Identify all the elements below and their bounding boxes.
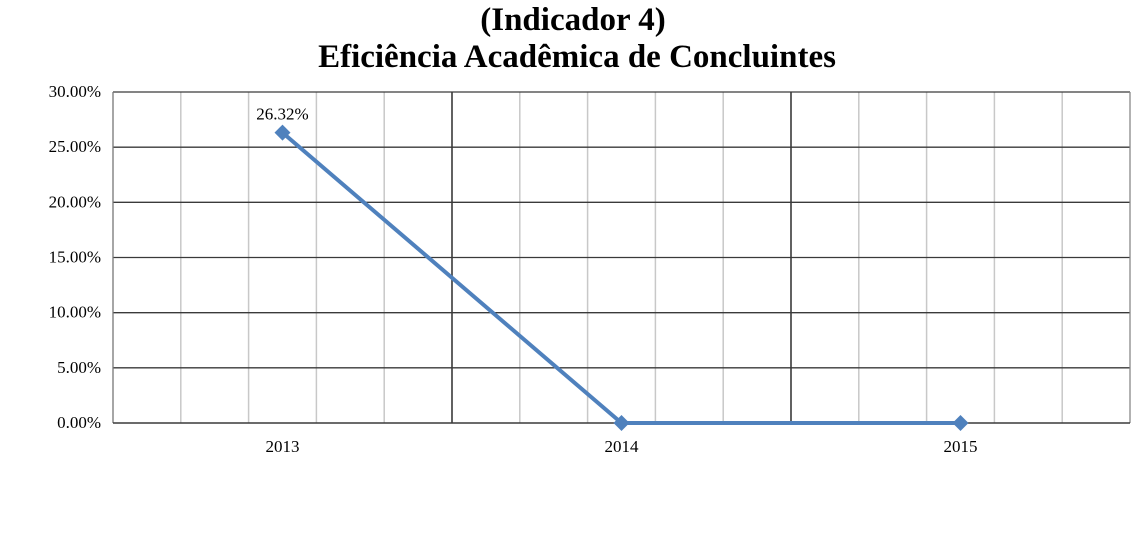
y-tick-label: 15.00%: [49, 248, 101, 267]
y-tick-label: 30.00%: [49, 82, 101, 101]
data-series: [274, 124, 969, 431]
x-tick-label: 2014: [605, 437, 640, 456]
data-label: 26.32%: [256, 105, 308, 124]
x-tick-label: 2013: [266, 437, 300, 456]
x-axis-tick-labels: 2013 2014 2015: [266, 437, 978, 456]
chart-title-line-1: (Indicador 4): [480, 2, 666, 38]
data-labels: 26.32%: [256, 105, 308, 124]
y-tick-label: 5.00%: [57, 358, 101, 377]
chart-title-line-2: Eficiência Acadêmica de Concluintes: [318, 39, 836, 75]
x-tick-label: 2015: [944, 437, 978, 456]
data-point-marker: [613, 415, 630, 431]
y-tick-label: 10.00%: [49, 303, 101, 322]
data-point-marker: [274, 124, 291, 141]
data-point-marker: [952, 415, 969, 431]
major-gridlines: [113, 91, 1130, 423]
y-tick-label: 20.00%: [49, 192, 101, 211]
y-axis-tick-labels: 0.00% 5.00% 10.00% 15.00% 20.00% 25.00% 30.00%: [49, 82, 101, 432]
y-tick-label: 25.00%: [49, 137, 101, 156]
y-tick-label: 0.00%: [57, 413, 101, 432]
